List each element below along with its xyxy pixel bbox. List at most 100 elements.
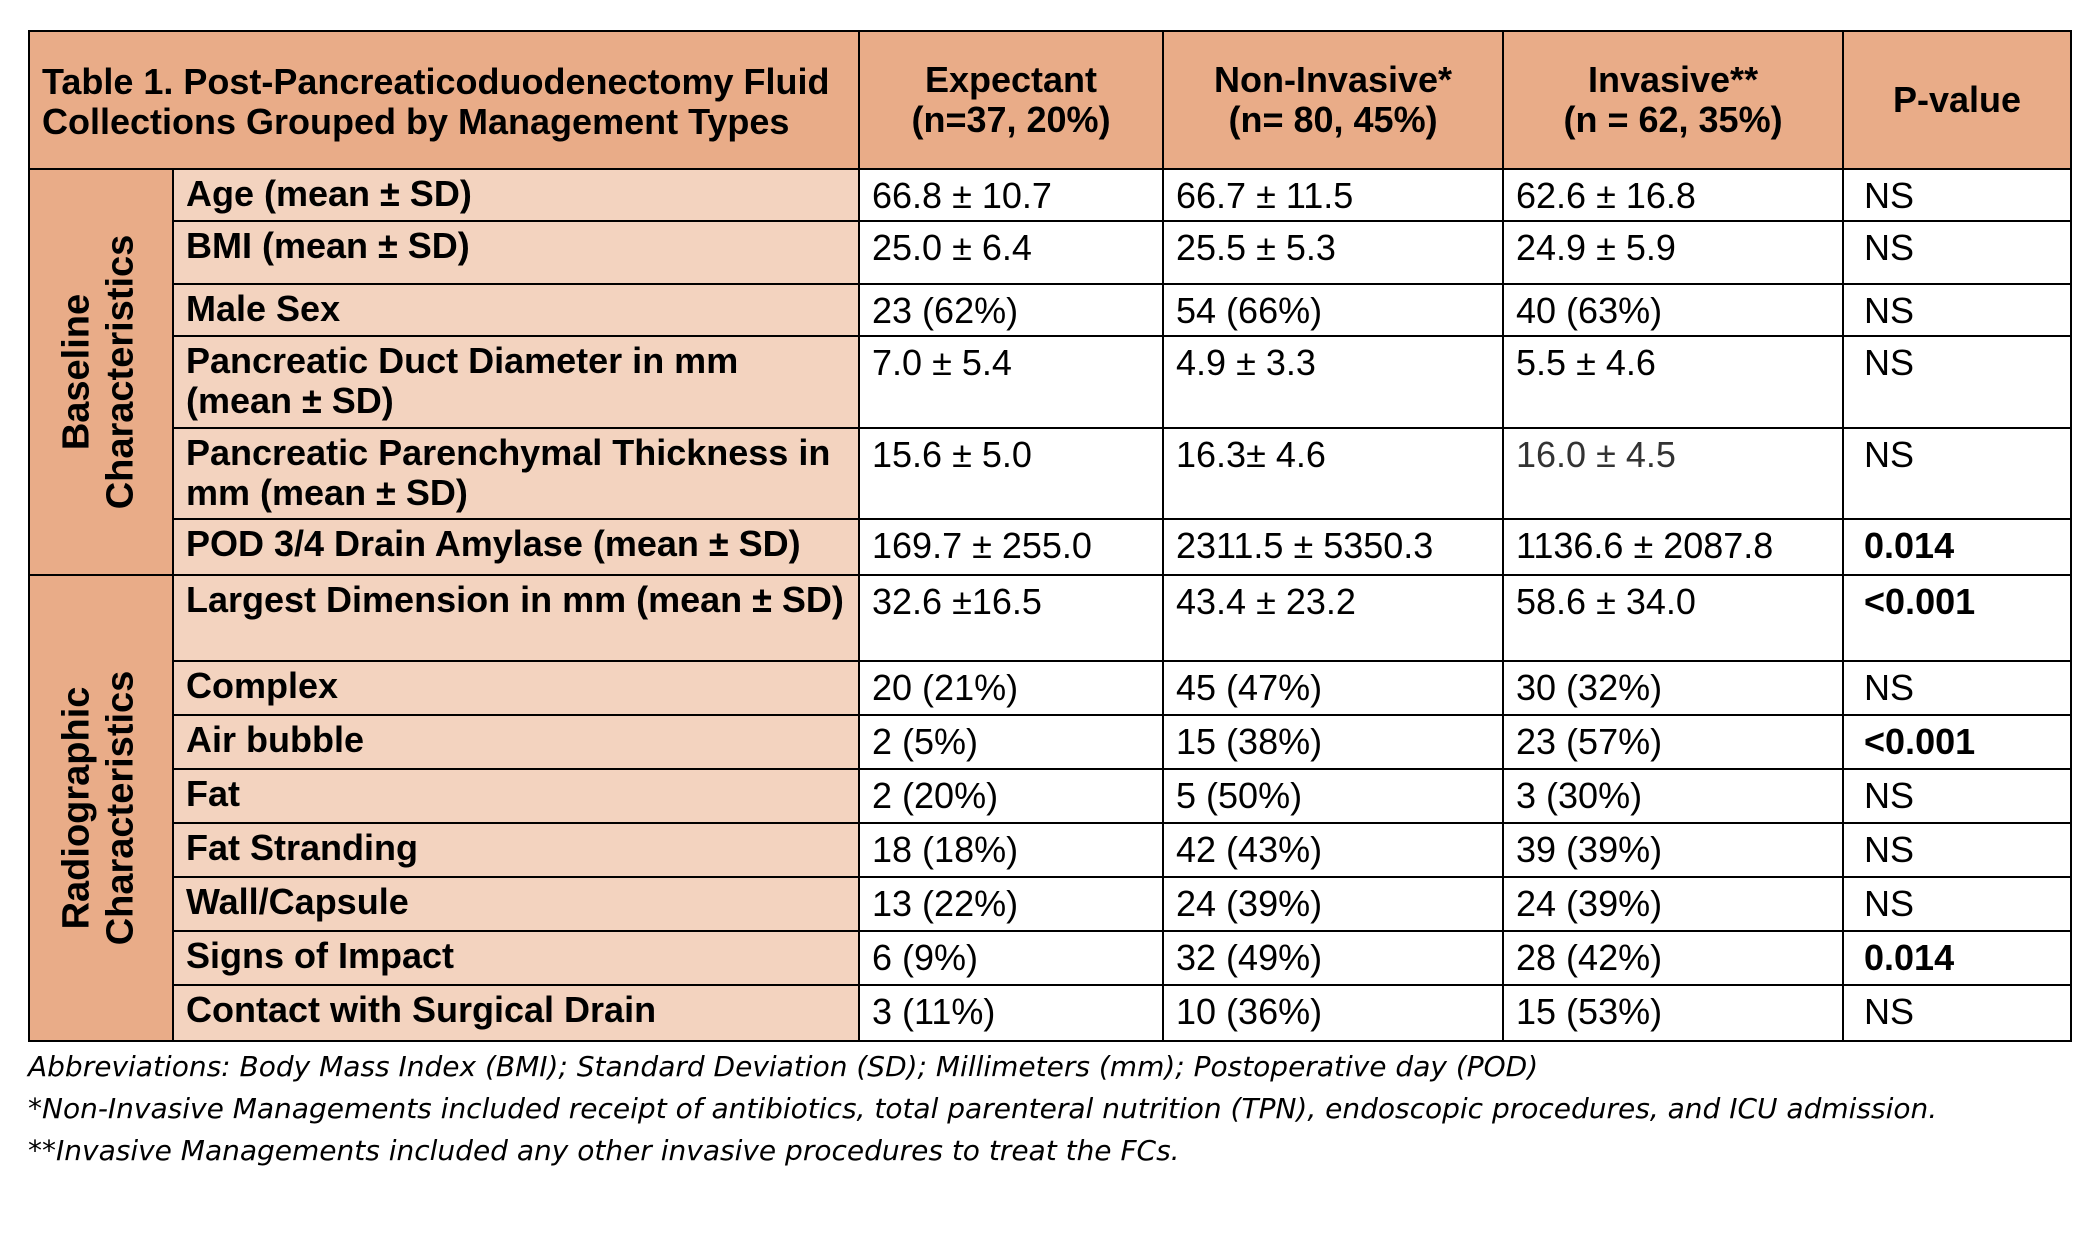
footnote-abbreviations: Abbreviations: Body Mass Index (BMI); St… (28, 1050, 1539, 1083)
cell-p-value: <0.001 (1842, 714, 2073, 770)
cell-p-value: NS (1842, 876, 2073, 932)
cell-non-invasive: 2311.5 ± 5350.3 (1162, 517, 1505, 577)
cell-non-invasive: 43.4 ± 23.2 (1162, 574, 1505, 662)
cell-expectant: 25.0 ± 6.4 (858, 220, 1165, 285)
row-label: BMI (mean ± SD) (171, 220, 861, 285)
row-label: POD 3/4 Drain Amylase (mean ± SD) (171, 517, 861, 577)
cell-non-invasive: 54 (66%) (1162, 282, 1505, 337)
row-label: Pancreatic Duct Diameter in mm (mean ± S… (171, 334, 861, 430)
cell-invasive: 40 (63%) (1502, 282, 1845, 337)
data-table: Table 1. Post-Pancreaticoduodenectomy Fl… (27, 30, 2073, 1042)
table-row: Baseline Characteristics Age (mean ± SD)… (28, 167, 2073, 576)
table-row: Contact with Surgical Drain 3 (11%) 10 (… (29, 984, 2073, 1042)
cell-expectant: 66.8 ± 10.7 (858, 167, 1165, 223)
row-label: Age (mean ± SD) (171, 167, 861, 223)
col-sublabel: (n=37, 20%) (911, 99, 1111, 140)
group-label-radiographic: Radiographic Characteristics (28, 574, 174, 1042)
table-row: Wall/Capsule 13 (22%) 24 (39%) 24 (39%) … (29, 876, 2073, 932)
cell-expectant: 2 (20%) (858, 768, 1165, 824)
col-label: Invasive** (1587, 59, 1759, 100)
cell-expectant: 169.7 ± 255.0 (858, 517, 1165, 577)
cell-non-invasive: 24 (39%) (1162, 876, 1505, 932)
cell-invasive: 24.9 ± 5.9 (1502, 220, 1845, 285)
row-label: Fat (171, 768, 861, 824)
cell-invasive: 15 (53%) (1502, 984, 1845, 1042)
footnote-invasive: **Invasive Managements included any othe… (28, 1134, 1180, 1167)
cell-expectant: 20 (21%) (858, 660, 1165, 716)
group-label-line: Characteristics (99, 670, 141, 946)
table-row: Radiographic Characteristics Largest Dim… (28, 574, 2073, 1042)
cell-p-value: NS (1842, 282, 2073, 337)
header-row: Table 1. Post-Pancreaticoduodenectomy Fl… (27, 30, 2073, 170)
cell-expectant: 15.6 ± 5.0 (858, 427, 1165, 520)
cell-invasive: 5.5 ± 4.6 (1502, 334, 1845, 430)
cell-expectant: 3 (11%) (858, 984, 1165, 1042)
row-label: Male Sex (171, 282, 861, 337)
col-header-expectant: Expectant (n=37, 20%) (858, 30, 1165, 170)
col-header-invasive: Invasive** (n = 62, 35%) (1502, 30, 1845, 170)
cell-non-invasive: 32 (49%) (1162, 930, 1505, 986)
cell-expectant: 6 (9%) (858, 930, 1165, 986)
row-label: Wall/Capsule (171, 876, 861, 932)
col-label: Expectant (924, 59, 1098, 100)
group-label-line: Baseline (55, 293, 97, 451)
cell-invasive: 62.6 ± 16.8 (1502, 167, 1845, 223)
table-row: Signs of Impact 6 (9%) 32 (49%) 28 (42%)… (29, 930, 2073, 986)
cell-p-value: NS (1842, 660, 2073, 716)
cell-invasive: 23 (57%) (1502, 714, 1845, 770)
table-row: BMI (mean ± SD) 25.0 ± 6.4 25.5 ± 5.3 24… (29, 220, 2073, 285)
table-row: Fat 2 (20%) 5 (50%) 3 (30%) NS (29, 768, 2073, 824)
row-label: Air bubble (171, 714, 861, 770)
cell-invasive: 39 (39%) (1502, 822, 1845, 878)
cell-non-invasive: 66.7 ± 11.5 (1162, 167, 1505, 223)
cell-invasive: 3 (30%) (1502, 768, 1845, 824)
table-row: Complex 20 (21%) 45 (47%) 30 (32%) NS (29, 660, 2073, 716)
cell-p-value: <0.001 (1842, 574, 2073, 662)
cell-expectant: 7.0 ± 5.4 (858, 334, 1165, 430)
cell-p-value: NS (1842, 822, 2073, 878)
table-row: Male Sex 23 (62%) 54 (66%) 40 (63%) NS (29, 282, 2073, 337)
cell-expectant: 32.6 ±16.5 (858, 574, 1165, 662)
table-row: Pancreatic Duct Diameter in mm (mean ± S… (29, 334, 2073, 430)
col-label: Non-Invasive* (1213, 59, 1453, 100)
cell-non-invasive: 42 (43%) (1162, 822, 1505, 878)
cell-non-invasive: 10 (36%) (1162, 984, 1505, 1042)
cell-invasive: 24 (39%) (1502, 876, 1845, 932)
cell-expectant: 2 (5%) (858, 714, 1165, 770)
row-label: Fat Stranding (171, 822, 861, 878)
cell-non-invasive: 25.5 ± 5.3 (1162, 220, 1505, 285)
col-header-non-invasive: Non-Invasive* (n= 80, 45%) (1162, 30, 1505, 170)
cell-invasive: 16.0 ± 4.5 (1502, 427, 1845, 520)
table-row: Pancreatic Parenchymal Thickness in mm (… (29, 427, 2073, 520)
cell-expectant: 18 (18%) (858, 822, 1165, 878)
table-title: Table 1. Post-Pancreaticoduodenectomy Fl… (27, 30, 861, 170)
row-label: Signs of Impact (171, 930, 861, 986)
cell-invasive: 28 (42%) (1502, 930, 1845, 986)
cell-p-value: NS (1842, 334, 2073, 430)
cell-p-value: 0.014 (1842, 517, 2073, 577)
cell-non-invasive: 15 (38%) (1162, 714, 1505, 770)
row-label: Pancreatic Parenchymal Thickness in mm (… (171, 427, 861, 520)
cell-p-value: NS (1842, 427, 2073, 520)
group-label-line: Radiographic (55, 686, 97, 930)
cell-non-invasive: 16.3± 4.6 (1162, 427, 1505, 520)
cell-p-value: 0.014 (1842, 930, 2073, 986)
cell-p-value: NS (1842, 984, 2073, 1042)
group-label-line: Characteristics (99, 234, 141, 510)
row-label: Contact with Surgical Drain (171, 984, 861, 1042)
cell-p-value: NS (1842, 768, 2073, 824)
cell-expectant: 13 (22%) (858, 876, 1165, 932)
cell-non-invasive: 4.9 ± 3.3 (1162, 334, 1505, 430)
group-label-baseline: Baseline Characteristics (28, 168, 174, 576)
col-header-p-value: P-value (1842, 30, 2073, 170)
cell-p-value: NS (1842, 220, 2073, 285)
cell-non-invasive: 5 (50%) (1162, 768, 1505, 824)
col-sublabel: (n = 62, 35%) (1563, 99, 1783, 140)
row-label: Complex (171, 660, 861, 716)
col-sublabel: (n= 80, 45%) (1228, 99, 1438, 140)
table-row: Fat Stranding 18 (18%) 42 (43%) 39 (39%)… (29, 822, 2073, 878)
cell-p-value: NS (1842, 167, 2073, 223)
footnotes: Abbreviations: Body Mass Index (BMI); St… (28, 1046, 2068, 1172)
cell-invasive: 1136.6 ± 2087.8 (1502, 517, 1845, 577)
cell-invasive: 30 (32%) (1502, 660, 1845, 716)
